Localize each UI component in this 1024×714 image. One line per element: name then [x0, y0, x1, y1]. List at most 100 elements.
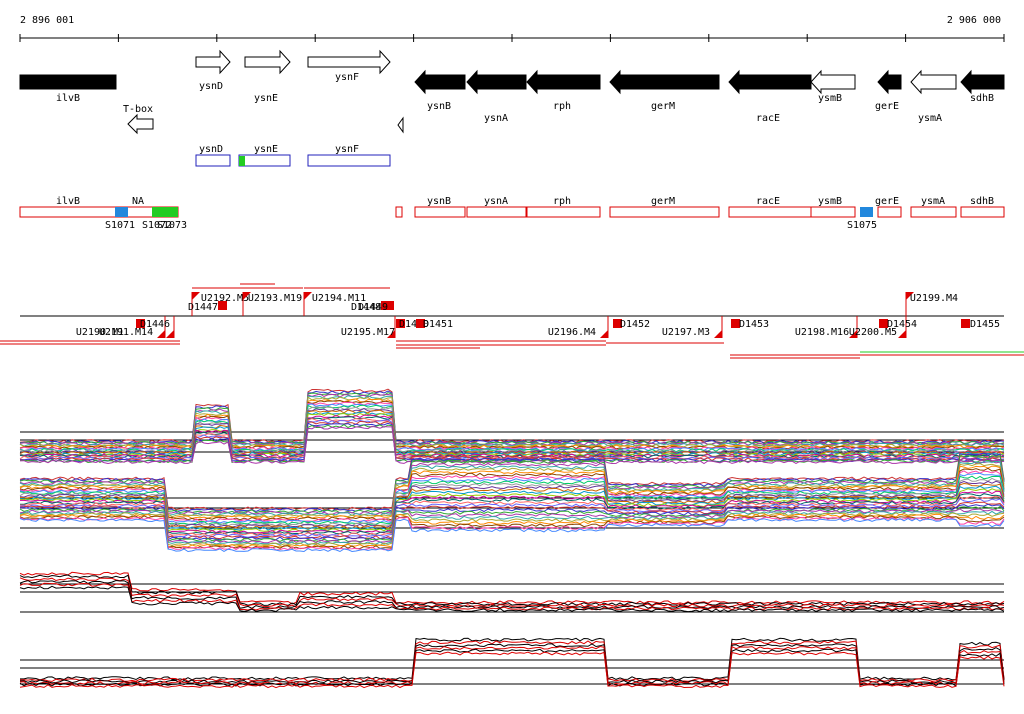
upshift-label: U2199.M4 [910, 293, 958, 304]
operon-rect [307, 154, 391, 167]
expression-panels [19, 388, 1005, 689]
transcript-label: ysnB [427, 196, 451, 207]
sigma-site-S1075[interactable]: S1075 [847, 207, 877, 231]
gene-gerM[interactable]: gerM [609, 69, 720, 112]
transcript-label: gerE [875, 196, 899, 207]
upshift-U2192.M5[interactable]: U2192.M5 [191, 292, 249, 316]
sigma-site-S1072[interactable]: S1072 [142, 207, 172, 231]
downshift-label: U2200.M5 [849, 327, 897, 338]
operon-green-mark [239, 156, 245, 166]
upshift-U2193.M19[interactable]: U2193.M19 [242, 292, 302, 316]
sigma-site-S1073[interactable]: S1073 [157, 207, 187, 231]
transcript-ysmA[interactable]: ysmA [910, 196, 957, 218]
gene-ysmA[interactable]: ysmA [910, 69, 957, 124]
downshift-U2195.M17[interactable]: U2195.M17 [341, 316, 396, 338]
gene-arrow-icon [960, 69, 1005, 95]
terminator-D1454[interactable]: D1454 [879, 319, 917, 330]
transcript-racE[interactable]: racE [728, 196, 812, 218]
downshift-U2198.M16[interactable]: U2198.M16 [795, 316, 858, 338]
transcript-rect [877, 206, 902, 218]
gene-label: ysmB [818, 93, 842, 104]
gene-label: ysnF [335, 72, 359, 83]
transcript-label: rph [553, 196, 571, 207]
gene-label: sdhB [970, 93, 994, 104]
expression-panel-2 [19, 450, 1005, 553]
transcript-gerE[interactable]: gerE [875, 196, 902, 218]
transcript-ysnA[interactable]: ysnA [466, 196, 527, 218]
upshift-flag-icon [906, 292, 914, 300]
terminator-D1453[interactable]: D1453 [731, 319, 769, 330]
transcript-rph[interactable]: rph [526, 196, 601, 218]
gene-ysmB[interactable]: ysmB [810, 69, 856, 104]
terminator-D1450[interactable]: D1450 [396, 319, 429, 330]
transcript-gerM[interactable]: gerM [609, 196, 720, 218]
upshift-label: U2194.M11 [312, 293, 366, 304]
gene-ysnB[interactable]: ysnB [414, 69, 466, 112]
terminator-label: D1448 [351, 302, 381, 313]
terminator-label: D1455 [970, 319, 1000, 330]
gene-ysnA[interactable]: ysnA [466, 69, 527, 124]
downshift-label: U2197.M3 [662, 327, 710, 338]
terminator-D1452[interactable]: D1452 [613, 319, 650, 330]
transcript-ilvB[interactable]: ilvB [19, 196, 117, 218]
upshift-U2199.M4[interactable]: U2199.M4 [905, 292, 958, 316]
gene-ysnE[interactable]: ysnE [244, 49, 291, 104]
terminator-D1455[interactable]: D1455 [961, 319, 1000, 330]
downshift-flag-icon [898, 330, 906, 338]
tbox-element[interactable]: T-box [123, 104, 404, 135]
gene-ysnD[interactable]: ysnD [195, 49, 231, 92]
gene-arrow-icon [307, 49, 391, 75]
transcript-label: ilvB [56, 196, 80, 207]
terminator-D1449[interactable]: D1449 [358, 301, 394, 313]
sigma-site-label: S1072 [142, 220, 172, 231]
downshift-U2200.M5[interactable]: U2200.M5 [849, 316, 907, 338]
gene-ysnF[interactable]: ysnF [307, 49, 391, 83]
expression-panel-3 [19, 571, 1005, 613]
sigma-site-marker [152, 207, 164, 217]
gene-ilvB[interactable]: ilvB [19, 74, 117, 104]
downshift-U2197.M3[interactable]: U2197.M3 [662, 316, 723, 338]
gene-label: ysmA [918, 113, 942, 124]
operon-box-ysnD[interactable]: ysnD [195, 144, 231, 167]
terminator-marker [385, 301, 394, 310]
terminator-D1447[interactable]: D1447 [188, 301, 227, 313]
transcript-label: gerM [651, 196, 675, 207]
terminator-label: D1450 [399, 319, 429, 330]
gene-racE[interactable]: racE [728, 69, 812, 124]
gene-sdhB[interactable]: sdhB [960, 69, 1005, 104]
sigma-site-marker [115, 207, 128, 217]
downshift-flag-icon [600, 330, 608, 338]
downshift-U2191.M14[interactable]: U2191.M14 [99, 316, 175, 338]
transcript-ysnB[interactable]: ysnB [414, 196, 466, 218]
operon-box-ysnE[interactable]: ysnE [238, 144, 291, 167]
downshift-label: U2195.M17 [341, 327, 395, 338]
transcript-rect [526, 206, 601, 218]
sigma-site-label: S1073 [157, 220, 187, 231]
operon-box-ysnF[interactable]: ysnF [307, 144, 391, 167]
terminator-D1446[interactable]: D1446 [136, 319, 170, 330]
terminator-label: D1449 [358, 302, 388, 313]
downshift-label: U2196.M4 [548, 327, 596, 338]
gene-rph[interactable]: rph [526, 69, 601, 112]
expression-panel-1 [19, 388, 1005, 465]
transcript-rect [609, 206, 720, 218]
gene-gerE[interactable]: gerE [875, 69, 902, 112]
upshift-U2194.M11[interactable]: U2194.M11 [303, 292, 366, 316]
gene-label: ysnE [254, 93, 278, 104]
downshift-U2190.M1[interactable]: U2190.M1 [76, 316, 166, 338]
downshift-flag-icon [157, 330, 165, 338]
transcript-ysmB[interactable]: ysmB [810, 196, 856, 218]
terminator-marker [136, 319, 145, 328]
terminator-label: D1451 [423, 319, 453, 330]
coordinate-ruler: 2 896 001 2 906 000 [19, 15, 1005, 42]
tbox-arrow-icon [127, 113, 154, 135]
gene-label: rph [553, 101, 571, 112]
sigma-site-S1071[interactable]: S1071 [105, 207, 135, 231]
gene-arrow-icon [466, 69, 527, 95]
transcript-sdhB[interactable]: sdhB [960, 196, 1005, 218]
terminator-D1451[interactable]: D1451 [416, 319, 453, 330]
downshift-U2196.M4[interactable]: U2196.M4 [548, 316, 609, 338]
gene-label: ysnB [427, 101, 451, 112]
